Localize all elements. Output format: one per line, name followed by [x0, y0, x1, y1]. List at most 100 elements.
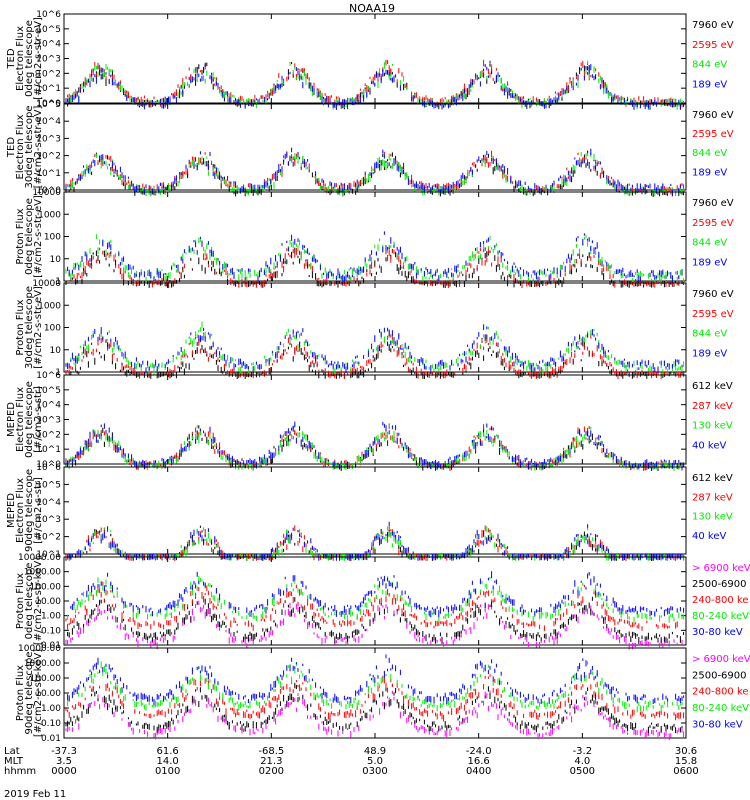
series-1 — [65, 682, 683, 734]
series-3 — [65, 421, 685, 471]
y-tick-label: 10^2 — [36, 69, 61, 79]
y-tick-label: 10^5 — [36, 386, 61, 396]
y-tick-label: 0.10 — [41, 626, 61, 636]
legend-entry: 240-800 ke — [692, 595, 749, 606]
series-marks — [70, 571, 685, 618]
y-tick-label: 10 — [50, 255, 62, 265]
x-tick-label: 16.6 — [468, 756, 490, 767]
panel-meped-electron-0deg: 10^0 10^1 10^2 10^3 10^4 10^5 10^6 MEPEDElectro… — [6, 371, 733, 471]
x-row-label: MLT — [4, 756, 24, 767]
legend-entry: 40 keV — [692, 531, 726, 542]
legend-entry: 30-80 keV — [692, 719, 743, 730]
y-tick-label: 100.00 — [30, 674, 62, 684]
series-marks — [65, 581, 678, 632]
series-3 — [68, 521, 683, 561]
y-tick-label: 10^2 — [36, 152, 61, 162]
series-marks — [65, 324, 683, 374]
y-tick-label: 100 — [44, 324, 61, 334]
legend-entry: 130 keV — [692, 421, 733, 432]
y-tick-label: 1000 — [38, 210, 61, 220]
x-tick-label: -3.2 — [573, 746, 593, 757]
legend-entry: 2595 eV — [692, 309, 734, 320]
panel-ted-electron-0deg: 10^0 10^1 10^2 10^3 10^4 10^5 10^6 TEDElectron … — [6, 10, 734, 110]
legend-entry: 189 eV — [692, 348, 727, 359]
y-tick-label: 10^4 — [36, 498, 61, 508]
x-tick-label: -68.5 — [258, 746, 284, 757]
y-tick-label: 10^2 — [36, 533, 61, 543]
y-tick-label: 10^1 — [36, 169, 61, 179]
legend-entry: 7960 eV — [692, 110, 734, 121]
chart-title: NOAA19 — [349, 2, 395, 15]
y-axis-label: [#/cm2-s-str-keV] — [33, 649, 44, 737]
y-tick-label: 0.01 — [41, 641, 61, 651]
y-axis-label: [#/cm2-s-str-eV] — [33, 195, 44, 278]
legend-entry: 189 eV — [692, 167, 727, 178]
legend-entry: 2500-6900 — [692, 670, 747, 681]
legend-entry: 2595 eV — [692, 40, 734, 51]
x-row-label: Lat — [4, 746, 20, 757]
panels: 10^0 10^1 10^2 10^3 10^4 10^5 10^6 TED Electron … — [6, 10, 750, 744]
y-tick-label: 10^5 — [36, 100, 61, 110]
y-axis-label: [#/cm2-s-str-eV] — [33, 17, 44, 100]
legend-entry: 80-240 keV — [692, 703, 749, 714]
y-axis-label: [#/cm2-s-str-eV] — [33, 106, 44, 189]
x-tick-label: 21.3 — [260, 756, 282, 767]
x-tick-label: 0300 — [362, 766, 387, 777]
x-row-label: hhmm — [4, 766, 36, 777]
y-tick-label: 1000 — [38, 301, 61, 311]
panel-frame — [63, 103, 687, 191]
series-marks — [65, 147, 683, 197]
series-3 — [65, 147, 683, 197]
legend-entry: 844 eV — [692, 148, 727, 159]
legend-entry: 7960 eV — [692, 289, 734, 300]
y-tick-label: 0.10 — [41, 719, 61, 729]
y-tick-label: 10^2 — [36, 430, 61, 440]
panel-meped-proton-0deg: 0.01 0.10 1.00 10.00 100.00 1000.00 10000.00 Pr… — [15, 553, 750, 651]
y-axis-label: MEPED — [6, 493, 17, 528]
y-axis-label: 0deg telescope — [24, 563, 35, 640]
x-tick-label: 4.0 — [574, 756, 590, 767]
panel-meped-proton-90deg: 0.01 0.10 1.00 10.00 100.00 1000.00 10000.00 Pr… — [15, 644, 750, 744]
series-2 — [70, 526, 685, 561]
y-tick-label: 10^3 — [36, 55, 61, 65]
y-tick-label: 10^6 — [36, 10, 61, 20]
legend-entry: 612 keV — [692, 381, 733, 392]
y-tick-label: 10^1 — [36, 445, 61, 455]
y-tick-label: 1000.00 — [24, 659, 61, 669]
x-tick-label: 61.6 — [157, 746, 179, 757]
y-tick-label: 10^3 — [36, 134, 61, 144]
legend-entry: 287 keV — [692, 492, 733, 503]
legend-entry: 612 keV — [692, 473, 733, 484]
legend-entry: 2595 eV — [692, 129, 734, 140]
legend-entry: 844 eV — [692, 238, 727, 249]
x-tick-label: 0600 — [673, 766, 698, 777]
legend-entry: 287 keV — [692, 401, 733, 412]
y-tick-label: 10^3 — [36, 416, 61, 426]
legend-entry: 40 keV — [692, 440, 726, 451]
y-axis-label: Electron Flux — [15, 387, 26, 452]
y-axis-label: TED — [6, 137, 17, 158]
y-tick-label: 10^4 — [36, 117, 61, 127]
y-tick-label: 10 — [50, 346, 62, 356]
y-axis-label: Proton Flux — [15, 299, 26, 355]
y-tick-label: 1000.00 — [24, 568, 61, 578]
series-marks — [65, 421, 685, 471]
y-tick-label: 10^0 — [36, 186, 61, 196]
series-3 — [65, 324, 683, 374]
x-tick-label: 0500 — [570, 766, 595, 777]
legend-entry: 7960 eV — [692, 20, 734, 31]
y-axis-label: MEPED — [6, 402, 17, 437]
series-2 — [65, 581, 678, 632]
y-axis-label: 30deg telescope — [24, 105, 35, 188]
y-tick-label: 1 — [55, 368, 61, 378]
y-tick-label: 1.00 — [41, 704, 61, 714]
y-axis-label: [#/cm2-s-str] — [33, 477, 44, 544]
x-tick-label: 0400 — [466, 766, 491, 777]
y-tick-label: 10000.00 — [18, 644, 61, 654]
legend-entry: 2500-6900 — [692, 579, 747, 590]
y-axis-label: 0deg telescope — [24, 198, 35, 275]
legend-entry: 189 eV — [692, 257, 727, 268]
